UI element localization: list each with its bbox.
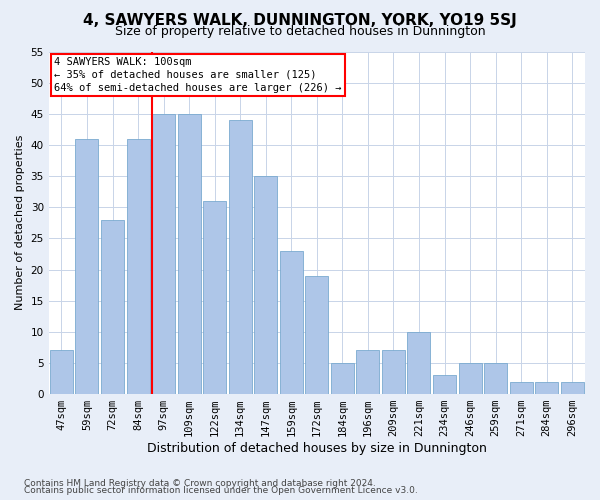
Bar (203, 201, 226, 394)
Bar (280, 251, 303, 394)
Text: Size of property relative to detached houses in Dunnington: Size of property relative to detached ho… (115, 25, 485, 38)
X-axis label: Distribution of detached houses by size in Dunnington: Distribution of detached houses by size … (147, 442, 487, 455)
Bar (433, 376, 456, 394)
Bar (229, 120, 252, 394)
Bar (535, 382, 558, 394)
Bar (382, 350, 405, 394)
Text: 4 SAWYERS WALK: 100sqm
← 35% of detached houses are smaller (125)
64% of semi-de: 4 SAWYERS WALK: 100sqm ← 35% of detached… (54, 56, 341, 93)
Bar (305, 276, 328, 394)
Bar (50, 350, 73, 394)
Bar (254, 176, 277, 394)
Bar (509, 382, 533, 394)
Y-axis label: Number of detached properties: Number of detached properties (15, 135, 25, 310)
Bar (561, 382, 584, 394)
Bar (127, 138, 149, 394)
Text: Contains HM Land Registry data © Crown copyright and database right 2024.: Contains HM Land Registry data © Crown c… (24, 478, 376, 488)
Text: Contains public sector information licensed under the Open Government Licence v3: Contains public sector information licen… (24, 486, 418, 495)
Bar (76, 138, 98, 394)
Bar (356, 350, 379, 394)
Bar (484, 363, 507, 394)
Text: 4, SAWYERS WALK, DUNNINGTON, YORK, YO19 5SJ: 4, SAWYERS WALK, DUNNINGTON, YORK, YO19 … (83, 12, 517, 28)
Bar (458, 363, 482, 394)
Bar (101, 220, 124, 394)
Bar (407, 332, 430, 394)
Bar (152, 114, 175, 394)
Bar (331, 363, 354, 394)
Bar (178, 114, 200, 394)
